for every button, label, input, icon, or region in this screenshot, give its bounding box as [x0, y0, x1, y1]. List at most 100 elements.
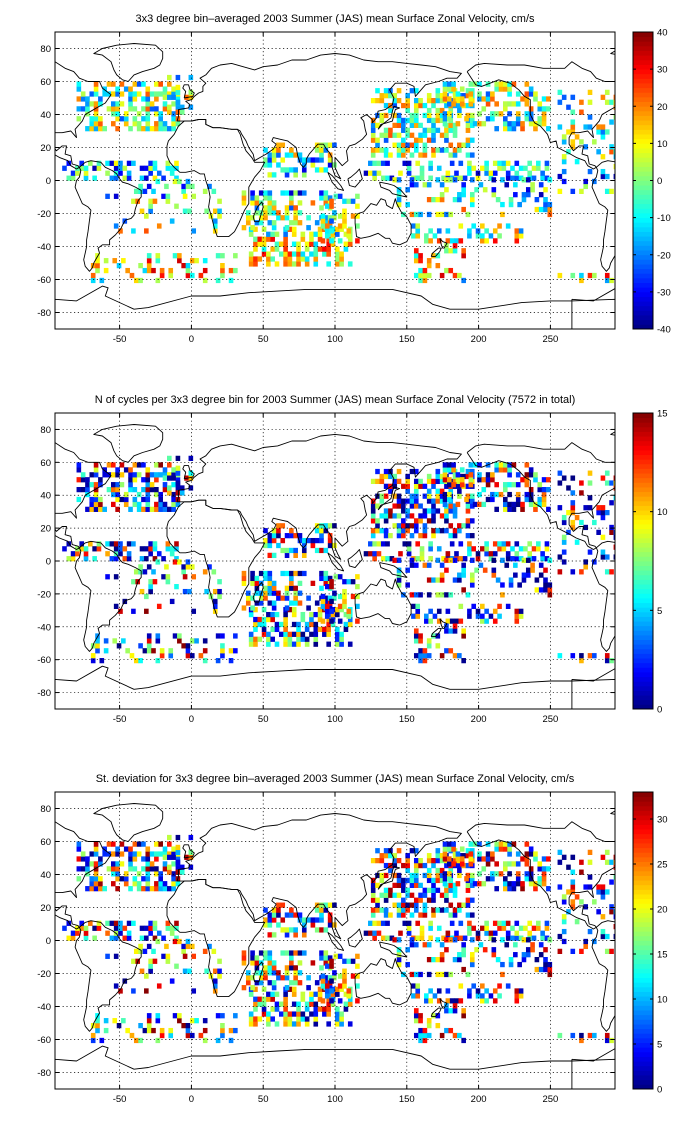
- bin-cell: [301, 927, 307, 933]
- bin-cell: [388, 533, 393, 539]
- panel-2: N of cycles per 3x3 degree bin for 2003 …: [37, 394, 668, 725]
- bin-cell: [76, 487, 82, 493]
- bin-cell: [355, 973, 360, 979]
- bin-cell: [452, 122, 458, 128]
- bin-cell: [457, 862, 462, 869]
- bin-cell: [505, 556, 511, 562]
- bin-cell: [469, 872, 475, 879]
- bin-cell: [521, 557, 527, 563]
- colorbar-tick-label: 30: [657, 65, 668, 76]
- bin-cell: [335, 226, 340, 232]
- coastline-sumatra: [327, 552, 345, 572]
- bin-cell: [149, 861, 155, 867]
- bin-cell: [115, 106, 120, 112]
- y-tick-label: -80: [37, 1068, 51, 1079]
- bin-cell: [122, 556, 128, 562]
- bin-cell: [435, 478, 441, 485]
- bin-cell: [89, 496, 95, 503]
- bin-cell: [490, 111, 495, 117]
- colorbar-swatch: [633, 982, 653, 988]
- bin-cell: [462, 556, 468, 562]
- bin-cell: [587, 653, 593, 659]
- colorbar-tick-label: 10: [657, 139, 668, 150]
- bin-cell: [335, 1011, 340, 1017]
- bin-cell: [167, 472, 172, 478]
- bin-cell: [488, 233, 494, 239]
- bin-cell: [164, 183, 169, 190]
- bin-cell: [327, 533, 333, 539]
- bin-cell: [561, 178, 567, 185]
- colorbar-swatch: [633, 166, 653, 172]
- bin-cell: [245, 975, 251, 981]
- bin-cell: [293, 190, 298, 196]
- bin-cell: [95, 1023, 100, 1029]
- bin-cell: [547, 592, 553, 598]
- bin-cell: [501, 546, 507, 552]
- bin-cell: [422, 142, 428, 148]
- bin-cell: [370, 137, 376, 143]
- bin-cell: [202, 1037, 208, 1044]
- bin-cell: [418, 638, 423, 644]
- bin-cell: [181, 1023, 186, 1029]
- bin-cell: [267, 585, 273, 591]
- bin-cell: [287, 641, 293, 647]
- bin-cell: [79, 160, 85, 166]
- bin-cell: [159, 1032, 165, 1039]
- bin-cell: [528, 881, 534, 887]
- bin-cell: [289, 907, 294, 913]
- bin-cell: [447, 861, 452, 867]
- bin-cell: [241, 985, 247, 991]
- bin-cell: [515, 111, 521, 117]
- bin-cell: [171, 886, 176, 892]
- colorbar-swatch: [633, 602, 653, 608]
- bin-cell: [162, 467, 168, 473]
- bin-cell: [543, 961, 548, 968]
- bin-cell: [289, 600, 294, 606]
- bin-cell: [383, 533, 389, 539]
- bin-cell: [287, 251, 293, 257]
- bin-cell: [145, 886, 151, 892]
- bin-cell: [388, 127, 393, 133]
- bin-cell: [145, 116, 151, 122]
- bin-cell: [570, 854, 576, 860]
- bin-cell: [289, 927, 294, 933]
- bin-cell: [609, 529, 614, 535]
- colorbar-swatch: [633, 231, 653, 237]
- bin-cell: [448, 142, 454, 148]
- bin-cell: [515, 496, 521, 503]
- bin-cell: [267, 955, 273, 961]
- bin-cell: [379, 853, 385, 859]
- bin-cell: [313, 1001, 319, 1007]
- bin-cell: [317, 607, 323, 613]
- bin-cell: [457, 653, 462, 659]
- bin-cell: [105, 160, 110, 166]
- bin-cell: [444, 897, 449, 903]
- bin-cell: [323, 200, 329, 206]
- colorbar-swatch: [633, 319, 653, 325]
- coastline-north-america-wrap: [466, 61, 615, 170]
- bin-cell: [70, 170, 76, 176]
- bin-cell: [537, 116, 543, 122]
- bin-cell: [343, 246, 349, 252]
- bin-cell: [413, 638, 419, 644]
- bin-cell: [145, 501, 151, 508]
- bin-cell: [145, 506, 151, 512]
- bin-cell: [122, 546, 128, 552]
- bin-cell: [162, 866, 168, 872]
- bin-cell: [604, 653, 610, 659]
- bin-cell: [604, 510, 610, 516]
- bin-cell: [424, 613, 429, 619]
- bin-cell: [481, 866, 487, 872]
- bin-cell: [85, 856, 90, 862]
- bin-cell: [90, 1032, 96, 1039]
- bin-cell: [375, 468, 380, 475]
- bin-cell: [169, 170, 175, 176]
- bin-cell: [511, 861, 517, 867]
- bin-cell: [511, 841, 517, 847]
- bin-cell: [461, 1013, 466, 1019]
- bin-cell: [454, 238, 459, 244]
- bin-cell: [507, 472, 512, 478]
- bin-cell: [451, 462, 456, 468]
- bin-cell: [93, 111, 99, 117]
